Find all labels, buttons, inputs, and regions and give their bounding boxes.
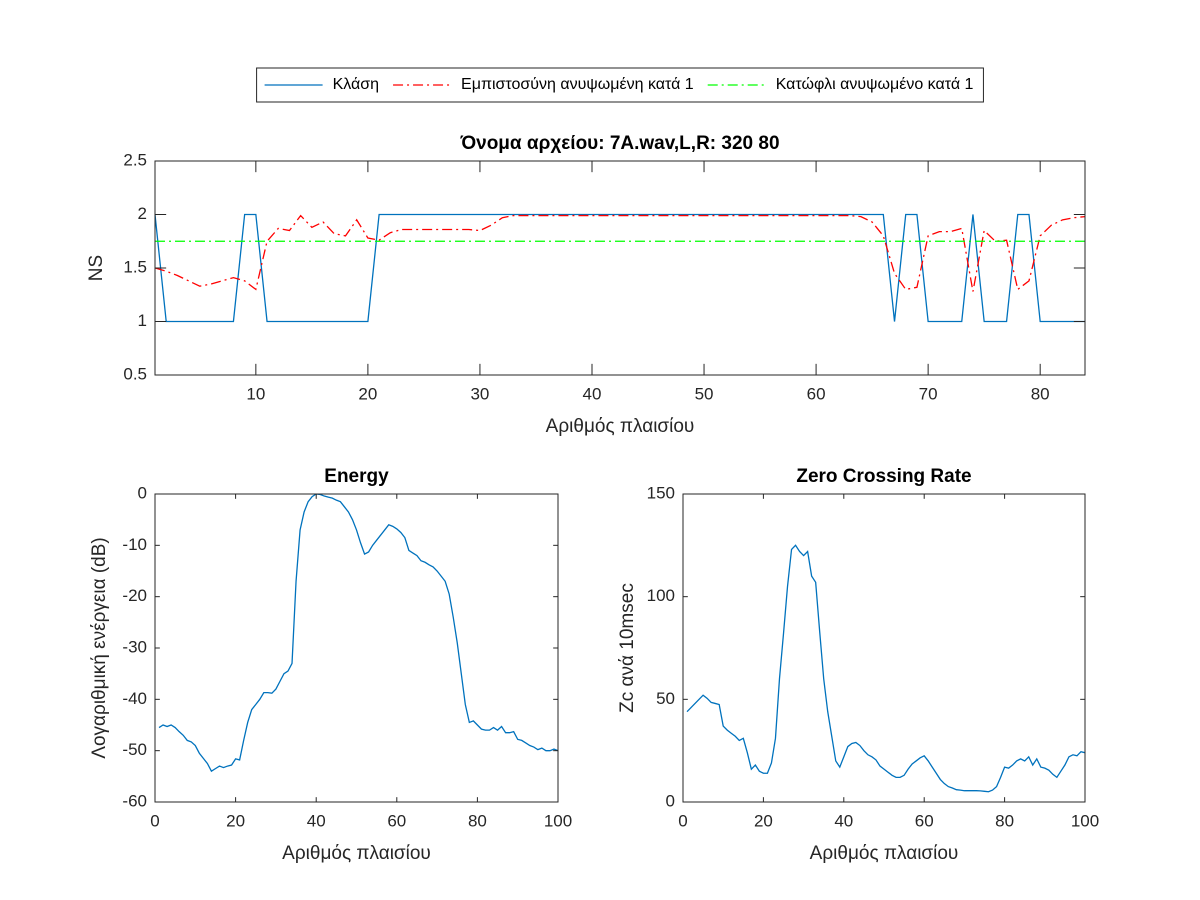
y-tick-label: 1.5	[123, 257, 147, 276]
y-tick-label: 1	[138, 311, 147, 330]
x-tick-label: 80	[1031, 384, 1050, 403]
chart-title: Όνομα αρχείου: 7A.wav,L,R: 320 80	[459, 133, 779, 154]
y-tick-label: -10	[122, 535, 147, 554]
legend-label: Εμπιστοσύνη ανυψωμένη κατά 1	[461, 76, 694, 93]
x-tick-label: 80	[468, 811, 487, 830]
axes-box	[682, 493, 1086, 803]
plot-area	[683, 494, 1085, 802]
x-tick-label: 80	[995, 811, 1014, 830]
legend-label: Κατώφλι ανυψωμένο κατά 1	[776, 76, 974, 93]
x-tick-label: 60	[387, 811, 406, 830]
y-tick-label: 2	[138, 204, 147, 223]
y-axis-label: NS	[86, 255, 107, 281]
y-tick-label: -40	[122, 689, 147, 708]
data-line	[686, 544, 1085, 793]
y-tick-label: 2.5	[123, 150, 147, 169]
x-tick-label: 60	[915, 811, 934, 830]
x-tick-label: 0	[678, 811, 687, 830]
legend-label: Κλάση	[333, 76, 379, 93]
y-axis-label: Λογαριθμική ενέργεια (dB)	[89, 537, 110, 758]
x-tick-label: 20	[226, 811, 245, 830]
x-tick-label: 100	[1071, 811, 1099, 830]
y-tick-label: 0	[666, 791, 675, 810]
x-tick-label: 60	[807, 384, 826, 403]
data-line	[158, 494, 558, 773]
y-tick-label: -50	[122, 740, 147, 759]
legend: Κλάση Εμπιστοσύνη ανυψωμένη κατά 1 Κατώφλι…	[256, 67, 984, 103]
y-tick-label: 100	[647, 586, 675, 605]
y-tick-label: 150	[647, 483, 675, 502]
y-tick-label: -60	[122, 791, 147, 810]
x-tick-label: 40	[834, 811, 853, 830]
x-axis-label: Αριθμός πλαισίου	[810, 843, 959, 864]
x-tick-label: 0	[150, 811, 159, 830]
x-tick-label: 20	[358, 384, 377, 403]
x-tick-label: 10	[246, 384, 265, 403]
plot-area	[155, 494, 558, 802]
x-tick-label: 40	[583, 384, 602, 403]
x-tick-label: 70	[919, 384, 938, 403]
x-axis-label: Αριθμός πλαισίου	[546, 416, 695, 437]
data-line	[155, 213, 1085, 323]
plot-area	[155, 161, 1085, 375]
y-axis-label: Zc ανά 10msec	[617, 583, 638, 713]
x-tick-label: 40	[307, 811, 326, 830]
x-tick-label: 20	[754, 811, 773, 830]
x-tick-label: 50	[695, 384, 714, 403]
y-tick-label: 0	[138, 483, 147, 502]
y-tick-label: 0.5	[123, 364, 147, 383]
chart-title: Energy	[324, 466, 389, 487]
legend-box	[256, 67, 984, 103]
y-tick-label: -30	[122, 637, 147, 656]
data-line	[155, 214, 1085, 292]
y-tick-label: -20	[122, 586, 147, 605]
x-axis-label: Αριθμός πλαισίου	[282, 843, 431, 864]
chart-title: Zero Crossing Rate	[796, 466, 971, 487]
x-tick-label: 30	[470, 384, 489, 403]
y-tick-label: 50	[656, 689, 675, 708]
x-tick-label: 100	[544, 811, 572, 830]
